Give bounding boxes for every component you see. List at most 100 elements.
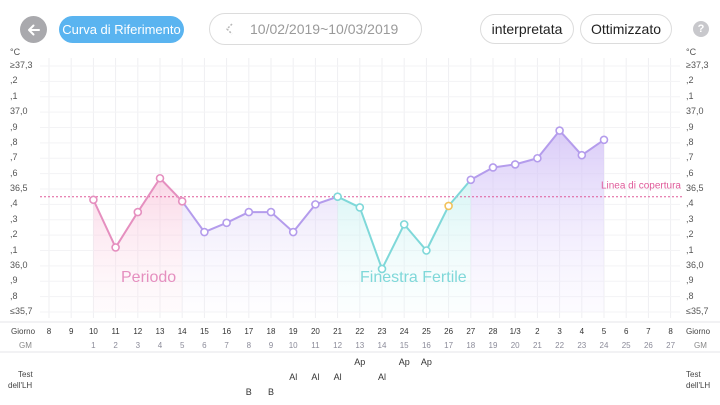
lh-test-result: Al [378,372,386,382]
y-tick-left: 36,0 [10,259,28,270]
y-tick-left: ,1 [10,90,18,101]
day-label: 28 [489,327,498,336]
date-range-text: 10/02/2019~10/03/2019 [250,21,399,37]
cycle-day-label: 7 [224,341,229,350]
temperature-segment [92,198,117,249]
interpreted-button[interactable]: interpretata [480,14,574,44]
day-label: 25 [422,327,431,336]
day-rows: 8 9 10 11 12 13 14 15 16 17 18 19 20 21 22 23 24 25 26 27 28… [47,327,676,397]
day-label: 6 [624,327,629,336]
cover-line-group: Linea di copertura [40,181,682,198]
y-tick-left: ,3 [10,213,18,224]
optimized-button[interactable]: Ottimizzato [580,14,672,44]
day-label: 12 [133,327,142,336]
temperature-point [555,126,564,135]
lh-test-result: B [246,387,252,397]
cycle-day-label: 15 [400,341,409,350]
temperature-segment [358,206,383,270]
temperature-segment [580,138,605,157]
temperature-point [577,150,587,160]
temperature-segment [381,223,406,270]
day-row-label-right: Giorno [686,327,711,336]
date-range-selector[interactable]: 10/02/2019~10/03/2019 [209,13,422,45]
temperature-points [89,126,609,274]
cycle-day-label: 2 [113,341,118,350]
temperature-segment [270,211,295,234]
cycle-day-label: 17 [444,341,453,350]
temperature-point [200,227,209,237]
cycle-day-label: 25 [622,341,631,350]
y-tick-right: 37,0 [686,106,704,117]
y-tick-right: ≥37,3 [686,60,709,70]
lh-test-result: Al [289,372,297,382]
y-unit-right: °C [686,47,697,57]
temperature-point [311,200,320,209]
day-label: 16 [222,327,231,336]
period-label: Periodo [121,269,176,286]
cycle-day-label: 8 [247,341,252,350]
cycle-day-label: 11 [311,341,320,350]
cycle-day-label: 6 [202,341,207,350]
temperature-segment [292,203,317,234]
back-arrow-icon [27,24,40,35]
y-tick-right: ,4 [686,198,694,209]
lh-test-label-right-2: dell'LH [686,381,711,390]
temperature-point [444,201,453,211]
temperature-point [422,246,431,255]
chevron-left-icon[interactable] [218,17,242,41]
lh-test-result: Ap [421,357,432,367]
temperature-point [288,227,298,237]
y-tick-left: ≤35,7 [10,306,33,316]
temperature-point [155,173,165,183]
temperature-point [355,203,365,212]
y-tick-left: ,1 [10,244,18,255]
y-tick-right: ,1 [686,244,694,255]
day-label: 20 [311,327,320,336]
cycle-day-row-label-right: GM [694,341,707,350]
lh-test-result: Ap [399,357,410,367]
lh-test-result: Al [334,372,342,382]
day-label: 9 [69,327,74,336]
day-label: 7 [646,327,651,336]
back-button[interactable] [20,16,47,43]
cycle-day-label: 23 [577,341,586,350]
day-label: 21 [333,327,342,336]
day-label: 14 [178,327,187,336]
temperature-segment [536,129,561,160]
cycle-day-label: 14 [378,341,387,350]
temperature-point [266,207,276,217]
cycle-day-label: 19 [489,341,498,350]
temperature-point [533,153,542,163]
lh-test-result: Ap [354,357,365,367]
y-tick-right: ,6 [686,167,694,178]
y-tick-right: ,7 [686,152,694,163]
y-tick-right: ,3 [686,213,694,224]
lh-test-result: B [268,387,274,397]
temperature-point [377,264,387,274]
temperature-point [177,197,187,206]
cycle-day-label: 4 [158,341,163,350]
temperature-segment [114,211,139,249]
y-tick-left: ,6 [10,167,18,178]
y-tick-right: ≤35,7 [686,306,709,316]
cycle-day-label: 26 [644,341,653,350]
y-tick-right: ,2 [686,229,694,240]
day-label: 13 [156,327,165,336]
reference-curve-button[interactable]: Curva di Riferimento [59,16,184,43]
cycle-day-label: 27 [666,341,675,350]
fertile-area [337,179,471,312]
y-tick-right: ,8 [686,136,694,147]
day-label: 24 [400,327,409,336]
cycle-day-label: 16 [422,341,431,350]
help-icon[interactable]: ? [693,21,709,37]
day-label: 8 [47,327,52,336]
y-tick-right: ,9 [686,121,694,132]
temperature-point [89,195,98,205]
temperature-segment [558,129,583,157]
cycle-day-label: 13 [355,341,364,350]
day-label: 23 [378,327,387,336]
temperature-segment [403,223,428,252]
cycle-day-label: 9 [269,341,274,350]
y-tick-right: ,2 [686,75,694,86]
cycle-day-label: 1 [91,341,96,350]
